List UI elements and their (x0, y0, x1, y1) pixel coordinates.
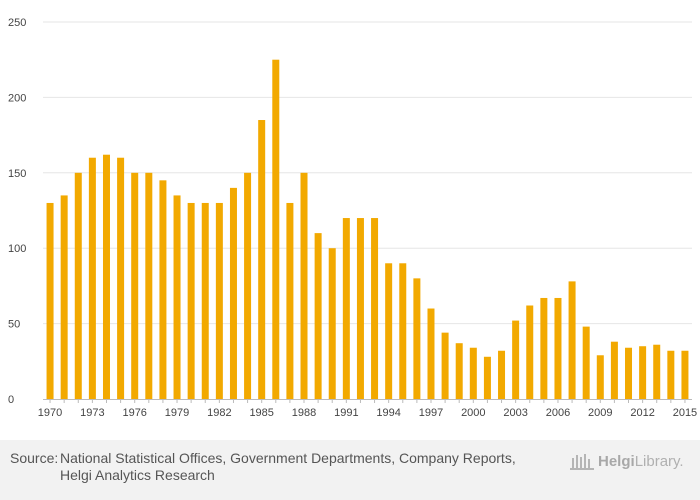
bar-1980[interactable] (187, 202, 195, 399)
bar-1996[interactable] (413, 278, 421, 399)
source-text: National Statistical Offices, Government… (60, 450, 516, 483)
x-tick-label: 2009 (588, 407, 612, 419)
source-label: Source: (10, 450, 59, 466)
source-footer: Source: National Statistical Offices, Go… (0, 440, 700, 500)
bar-2004[interactable] (526, 305, 534, 399)
bar-2000[interactable] (469, 347, 477, 399)
bar-1973[interactable] (88, 157, 96, 399)
x-tick-label: 2015 (673, 407, 697, 419)
bar-1989[interactable] (314, 233, 322, 399)
bar-1997[interactable] (427, 308, 435, 399)
chart-area: 0 50 100 150 200 250 1970 1973 1976 1979 1982 1985… (8, 17, 697, 419)
y-tick-label: 150 (8, 168, 26, 180)
bar-1982[interactable] (215, 202, 223, 399)
brand-name-bold: Helgi (598, 452, 635, 470)
bar-1985[interactable] (258, 120, 266, 400)
bar-2014[interactable] (667, 350, 675, 399)
bar-1993[interactable] (371, 218, 379, 399)
x-tick-label: 1979 (165, 407, 189, 419)
x-tick-label: 1985 (249, 407, 273, 419)
bar-2015[interactable] (681, 350, 689, 399)
bar-2010[interactable] (610, 341, 618, 399)
bar-1991[interactable] (342, 218, 350, 399)
bar-2001[interactable] (483, 356, 491, 399)
x-tick-label: 2006 (546, 407, 570, 419)
bar-1981[interactable] (201, 202, 209, 399)
bar-1987[interactable] (286, 202, 294, 399)
bar-1998[interactable] (441, 332, 449, 399)
bar-2005[interactable] (540, 297, 548, 399)
y-tick-label: 250 (8, 17, 26, 29)
bar-1976[interactable] (131, 172, 139, 399)
bar-1999[interactable] (455, 343, 463, 399)
bar-2003[interactable] (512, 320, 520, 399)
bar-1988[interactable] (300, 172, 308, 399)
x-tick-label: 2000 (461, 407, 485, 419)
brand-name-rest: Library. (634, 452, 684, 470)
bar-1994[interactable] (385, 263, 393, 399)
x-axis-ticks: 1970 1973 1976 1979 1982 1985 1988 1991 1994 1997… (38, 399, 697, 419)
bar-1992[interactable] (356, 218, 364, 399)
x-tick-label: 2012 (630, 407, 654, 419)
bar-1974[interactable] (102, 154, 110, 399)
x-tick-label: 1988 (292, 407, 316, 419)
brand-logo[interactable]: HelgiLibrary. (570, 450, 684, 472)
x-tick-label: 1982 (207, 407, 231, 419)
bar-1986[interactable] (272, 59, 280, 399)
library-logo-icon (570, 454, 594, 470)
x-tick-label: 2003 (503, 407, 527, 419)
bar-2013[interactable] (653, 344, 661, 399)
bar-1979[interactable] (173, 195, 181, 399)
bars (46, 59, 689, 400)
x-tick-label: 1994 (376, 407, 400, 419)
y-axis-ticks: 0 50 100 150 200 250 (8, 17, 26, 406)
x-tick-label: 1997 (419, 407, 443, 419)
y-tick-label: 0 (8, 394, 14, 406)
gridlines (43, 21, 692, 325)
brand-name: HelgiLibrary. (598, 453, 684, 470)
bar-1977[interactable] (145, 172, 153, 399)
bar-2002[interactable] (498, 350, 506, 399)
bar-1990[interactable] (328, 248, 336, 399)
bar-2007[interactable] (568, 281, 576, 399)
bar-2011[interactable] (625, 347, 633, 399)
bar-1995[interactable] (399, 263, 407, 399)
bar-1984[interactable] (244, 172, 252, 399)
bar-chart: 0 50 100 150 200 250 1970 1973 1976 1979 1982 1985… (8, 17, 697, 419)
x-tick-label: 1976 (122, 407, 146, 419)
bar-1983[interactable] (229, 187, 237, 399)
bar-2009[interactable] (596, 355, 604, 399)
bar-2008[interactable] (582, 326, 590, 399)
bar-2006[interactable] (554, 297, 562, 399)
y-tick-label: 100 (8, 243, 26, 255)
x-tick-label: 1973 (80, 407, 104, 419)
bar-1970[interactable] (46, 202, 54, 399)
bar-1972[interactable] (74, 172, 82, 399)
x-tick-label: 1970 (38, 407, 62, 419)
bar-1971[interactable] (60, 195, 68, 399)
y-tick-label: 50 (8, 319, 20, 331)
y-tick-label: 200 (8, 92, 26, 104)
bar-2012[interactable] (639, 346, 647, 399)
bar-1978[interactable] (159, 180, 167, 399)
x-tick-label: 1991 (334, 407, 358, 419)
bar-1975[interactable] (117, 157, 125, 399)
